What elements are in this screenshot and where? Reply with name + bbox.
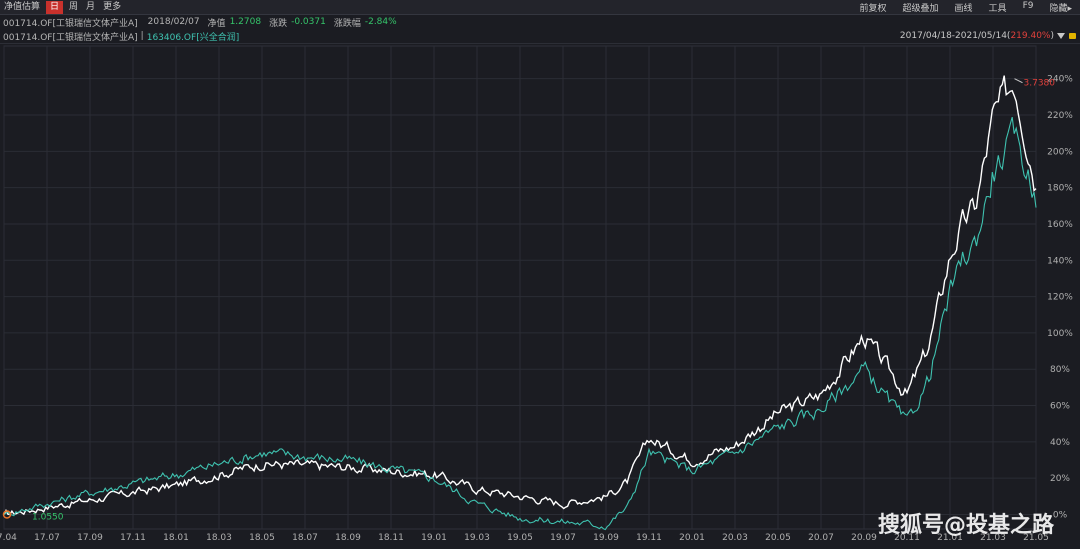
top-toolbar: 净值估算 日 周 月 更多 前复权 超级叠加 画线 工具 F9 隐藏▸ [0, 0, 1080, 15]
x-tick-label: 20.09 [851, 533, 877, 543]
y-tick-label: 160% [1047, 220, 1073, 230]
tools-button[interactable]: 工具 [988, 3, 1007, 14]
change-pct-value: -2.84% [364, 17, 397, 27]
change-pct-label: 涨跌幅 [333, 18, 361, 29]
date-range-control[interactable]: 2017/04/18-2021/05/14 (219.40%) [900, 31, 1076, 41]
more-menu[interactable]: 更多 [103, 1, 122, 12]
x-tick-label: 17.09 [77, 533, 103, 543]
x-tick-label: 20.01 [679, 533, 705, 543]
min-label: 1.0550 [32, 512, 64, 522]
x-tick-label: 19.11 [636, 533, 662, 543]
x-tick-label: 18.05 [249, 533, 275, 543]
lock-icon[interactable] [1069, 33, 1076, 39]
x-tick-label: 20.11 [894, 533, 920, 543]
x-tick-label: 18.09 [335, 533, 361, 543]
series-line-b [3, 116, 1037, 531]
date-label: 2018/02/07 [147, 17, 200, 27]
x-tick-label: 20.07 [808, 533, 834, 543]
x-tick-label: 19.03 [464, 533, 490, 543]
range-pct-value: 219.40% [1010, 31, 1051, 41]
x-tick-label: 17.11 [120, 533, 146, 543]
y-tick-label: 200% [1047, 147, 1073, 157]
x-tick-label: 21.03 [980, 533, 1006, 543]
x-tick-label: 18.11 [378, 533, 404, 543]
hide-button[interactable]: 隐藏▸ [1049, 3, 1072, 14]
x-tick-label: 21.01 [937, 533, 963, 543]
y-tick-label: 80% [1050, 365, 1070, 375]
y-tick-label: 40% [1050, 438, 1070, 448]
max-label: 3.7380 [1024, 79, 1056, 89]
info-row: 001714.OF[工银瑞信文体产业A] 2018/02/07 净值 1.270… [0, 15, 1080, 29]
y-tick-label: 100% [1047, 329, 1073, 339]
x-tick-label: 19.09 [593, 533, 619, 543]
x-tick-label: 19.07 [550, 533, 576, 543]
series-line-a [3, 75, 1037, 516]
legend-separator: | [140, 31, 144, 41]
x-tick-label: 18.07 [292, 533, 318, 543]
max-pointer [1014, 78, 1023, 84]
y-tick-label: 20% [1050, 474, 1070, 484]
nav-estimate-tab[interactable]: 净值估算 [4, 1, 41, 12]
x-tick-label: 17.04 [0, 533, 17, 543]
x-tick-label: 17.07 [34, 533, 60, 543]
toolbar-right-group: 前复权 超级叠加 画线 工具 F9 隐藏▸ [852, 1, 1080, 14]
y-tick-label: 180% [1047, 184, 1073, 194]
fund-code-label: 001714.OF[工银瑞信文体产业A] [3, 18, 138, 29]
y-tick-label: 220% [1047, 111, 1073, 121]
range-pct-open: ( [1006, 31, 1011, 41]
x-tick-label: 20.05 [765, 533, 791, 543]
min-marker [2, 510, 12, 519]
nav-value: 1.2708 [229, 17, 262, 27]
adjust-price-button[interactable]: 前复权 [859, 3, 887, 14]
change-value: -0.0371 [291, 17, 326, 27]
date-range-text: 2017/04/18-2021/05/14 [899, 31, 1007, 41]
x-tick-label: 19.01 [421, 533, 447, 543]
period-day-tab[interactable]: 日 [46, 0, 64, 14]
nav-label: 净值 [207, 18, 226, 29]
legend-series-b: 163406.OF[兴全合润] [146, 32, 240, 43]
period-month-tab[interactable]: 月 [86, 1, 96, 12]
change-label: 涨跌 [269, 18, 288, 29]
draw-line-button[interactable]: 画线 [954, 3, 973, 14]
x-tick-label: 20.03 [722, 533, 748, 543]
x-tick-label: 18.03 [206, 533, 232, 543]
x-tick-label: 18.01 [163, 533, 189, 543]
y-tick-label: 0% [1053, 510, 1068, 520]
watermark: 搜狐号@投基之路 [877, 513, 1054, 538]
y-tick-label: 240% [1047, 75, 1073, 85]
super-overlay-button[interactable]: 超级叠加 [902, 3, 939, 14]
x-tick-label: 21.05 [1023, 533, 1049, 543]
x-tick-label: 19.05 [507, 533, 533, 543]
dropdown-triangle-icon[interactable] [1057, 33, 1065, 39]
y-tick-label: 140% [1047, 256, 1073, 266]
period-week-tab[interactable]: 周 [69, 1, 79, 12]
f9-button[interactable]: F9 [1022, 0, 1034, 11]
y-tick-label: 60% [1050, 402, 1070, 412]
range-pct-close: ) [1050, 31, 1054, 41]
legend-row: 001714.OF[工银瑞信文体产业A] | 163406.OF[兴全合润] [0, 29, 1080, 44]
legend-series-a: 001714.OF[工银瑞信文体产业A] [3, 32, 138, 43]
y-tick-label: 120% [1047, 293, 1073, 303]
